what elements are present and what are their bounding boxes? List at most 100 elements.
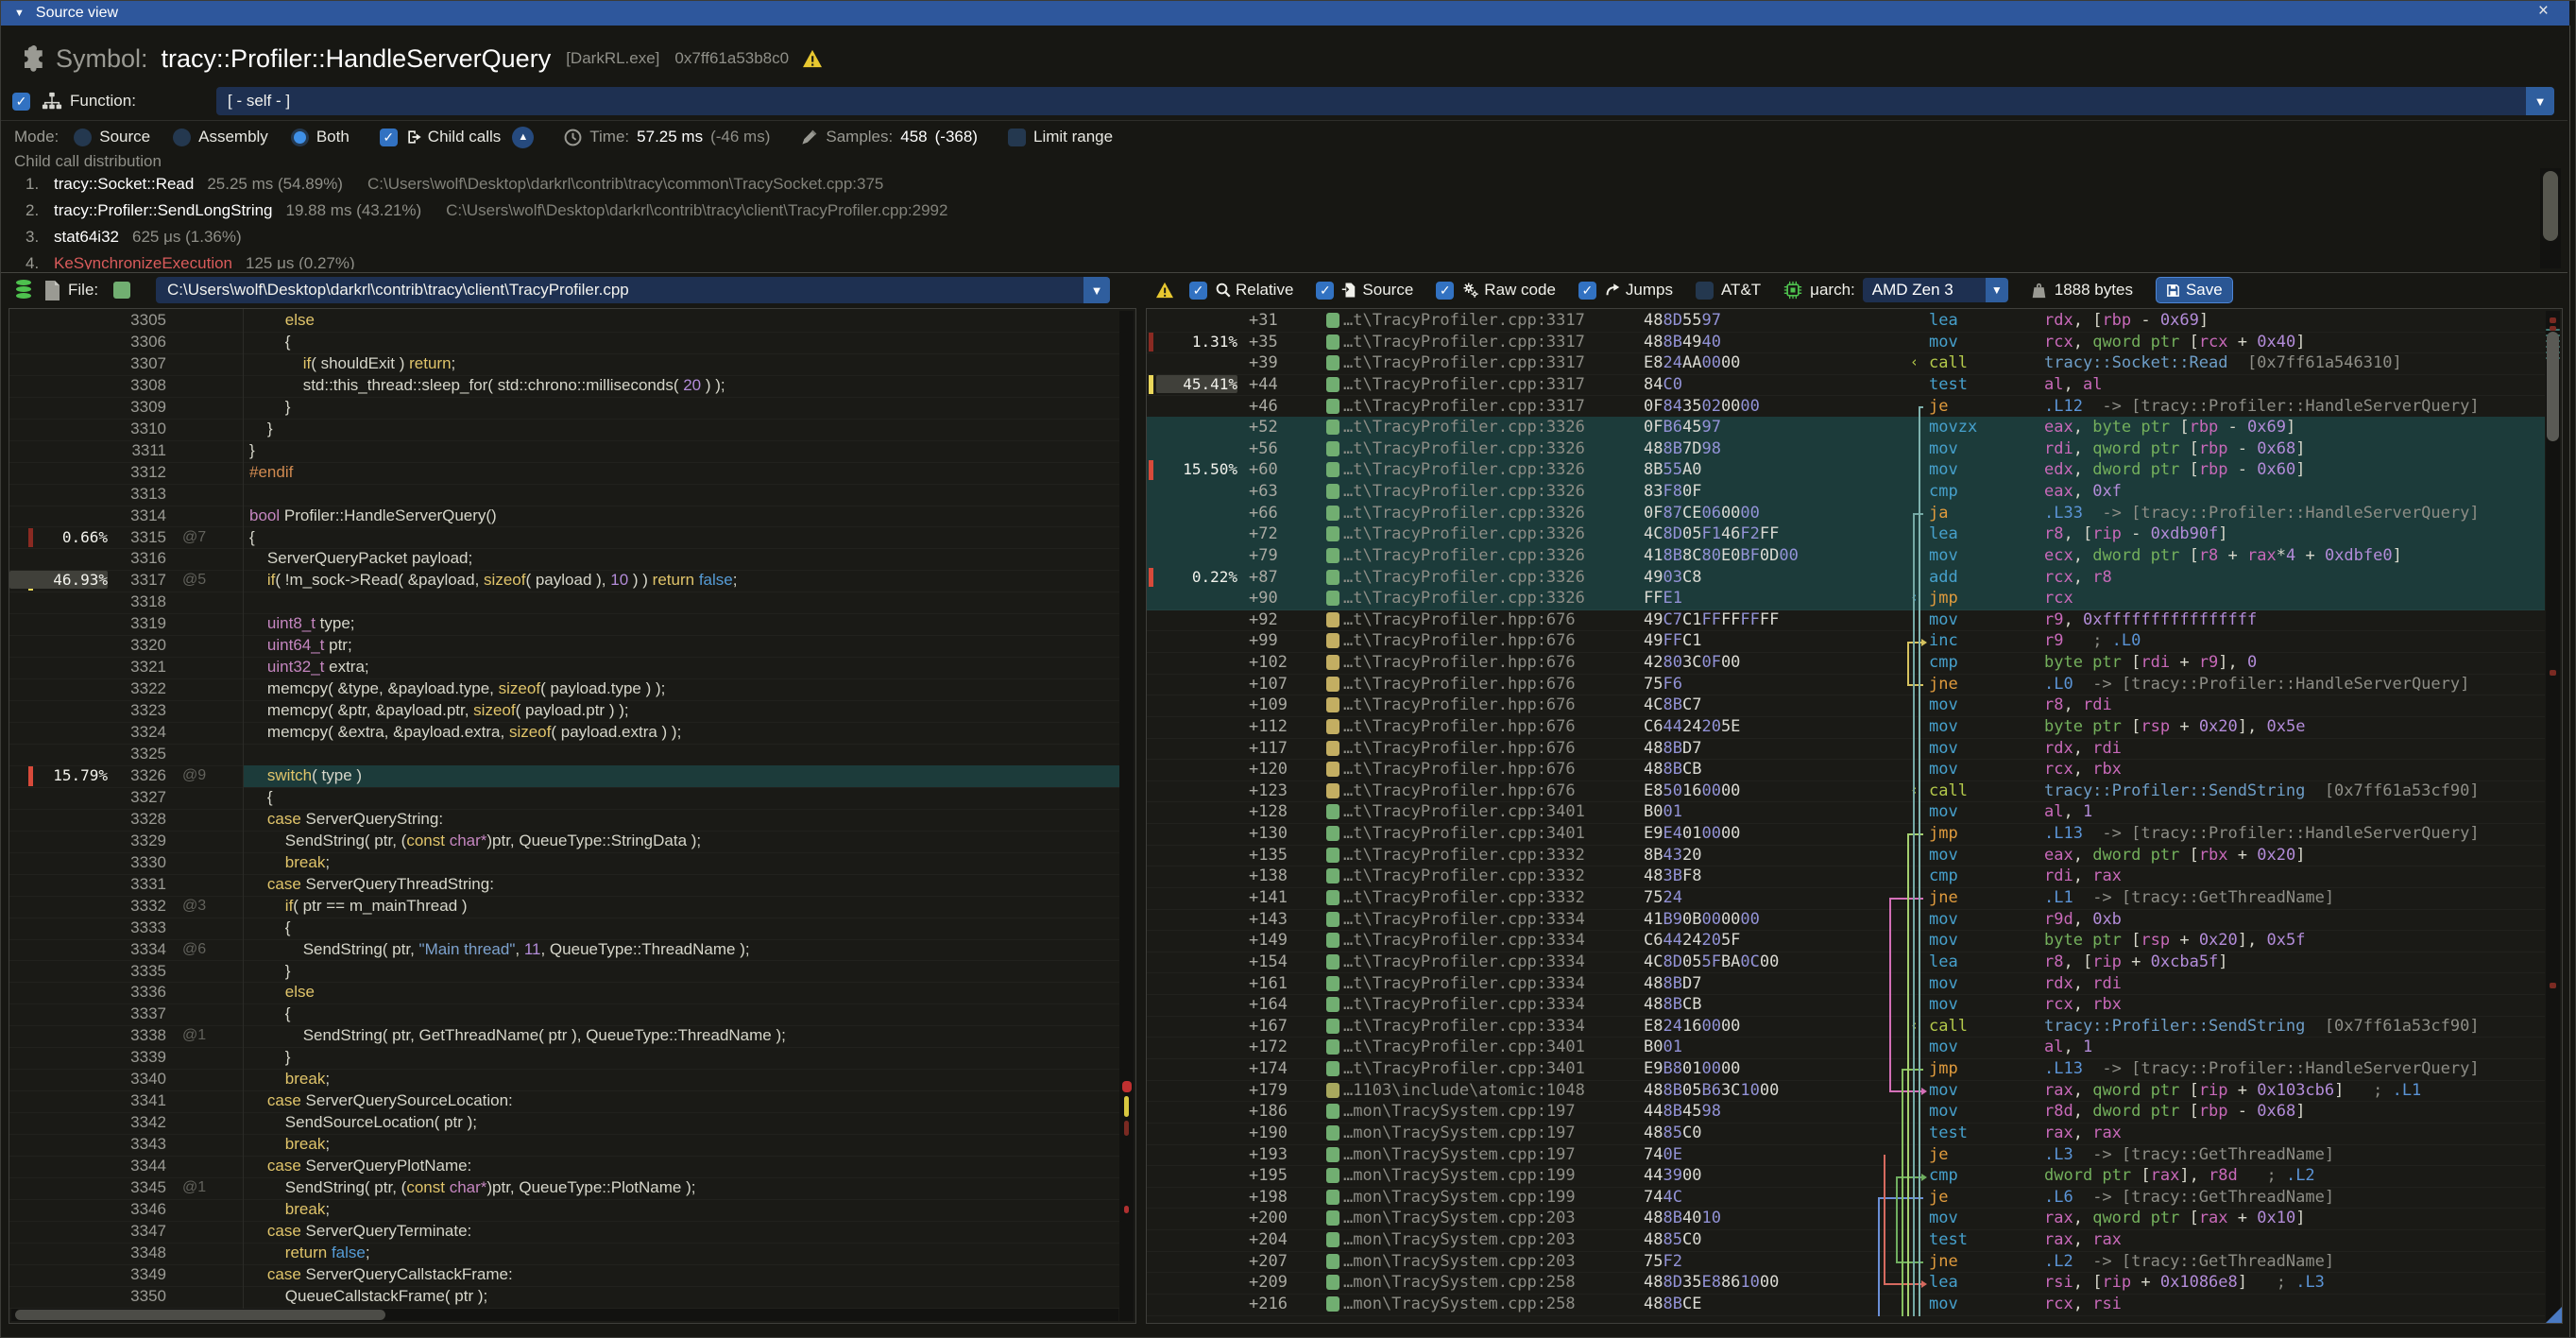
source-line[interactable]: 3313: [9, 484, 1120, 506]
asm-row[interactable]: +190 …mon\TracySystem.cpp:197 4885C0 test ra…: [1147, 1123, 2545, 1145]
jumps-label[interactable]: Jumps: [1625, 281, 1673, 299]
asm-row[interactable]: +46 …t\TracyProfiler.cpp:3317 0F8435020000…: [1147, 396, 2545, 419]
asm-row[interactable]: 0.22% +87 …t\TracyProfiler.cpp:3326 4903C8 a…: [1147, 566, 2545, 590]
asm-row[interactable]: +90 …t\TracyProfiler.cpp:3326 FFE1 ‹ jmp rcx: [1147, 588, 2545, 610]
source-line[interactable]: 3309 }: [9, 397, 1120, 420]
source-line[interactable]: 3318: [9, 592, 1120, 614]
asm-row[interactable]: 45.41% +44 …t\TracyProfiler.cpp:3317 84C0 te…: [1147, 374, 2545, 397]
asm-row[interactable]: +109 …t\TracyProfiler.hpp:676 4C8BC7 mov r8,…: [1147, 695, 2545, 717]
asm-row[interactable]: +138 …t\TracyProfiler.cpp:3332 483BF8 cmp rd…: [1147, 866, 2545, 888]
asm-row[interactable]: +204 …mon\TracySystem.cpp:203 4885C0 test ra…: [1147, 1229, 2545, 1252]
source-line[interactable]: 3314 bool Profiler::HandleServerQuery(): [9, 506, 1120, 528]
source-line[interactable]: 3349 case ServerQueryCallstackFrame:: [9, 1264, 1120, 1287]
source-line[interactable]: 3329 SendString( ptr, (const char*)ptr, …: [9, 831, 1120, 853]
source-line[interactable]: 3323 memcpy( &ptr, &payload.ptr, sizeof(…: [9, 700, 1120, 723]
source-line[interactable]: 3325: [9, 744, 1120, 766]
child-calls-checkbox[interactable]: ✓: [379, 128, 398, 146]
source-line[interactable]: 3338 @1 SendString( ptr, GetThreadName( p…: [9, 1025, 1120, 1048]
source-label[interactable]: Source: [1362, 281, 1414, 299]
asm-row[interactable]: +209 …mon\TracySystem.cpp:258 488D35E88610…: [1147, 1272, 2545, 1295]
source-line[interactable]: 3346 break;: [9, 1199, 1120, 1222]
asm-row[interactable]: +92 …t\TracyProfiler.hpp:676 49C7C1FFFFFFF…: [1147, 609, 2545, 632]
source-line[interactable]: 3320 uint64_t ptr;: [9, 635, 1120, 658]
function-checkbox[interactable]: ✓: [12, 92, 30, 111]
source-line[interactable]: 3324 memcpy( &extra, &payload.extra, siz…: [9, 722, 1120, 745]
asm-row[interactable]: +72 …t\TracyProfiler.cpp:3326 4C8D05F146F2…: [1147, 523, 2545, 546]
source-line[interactable]: 3345 @1 SendString( ptr, (const char*)ptr…: [9, 1177, 1120, 1200]
source-line[interactable]: 3327 {: [9, 787, 1120, 810]
asm-row[interactable]: +120 …t\TracyProfiler.hpp:676 488BCB mov rcx…: [1147, 759, 2545, 781]
source-line[interactable]: 3308 std::this_thread::sleep_for( std::c…: [9, 375, 1120, 398]
asm-row[interactable]: +154 …t\TracyProfiler.cpp:3334 4C8D055FBA0…: [1147, 952, 2545, 974]
asm-row[interactable]: +56 …t\TracyProfiler.cpp:3326 488B7D98 mov r…: [1147, 437, 2545, 461]
source-line[interactable]: 3341 case ServerQuerySourceLocation:: [9, 1090, 1120, 1113]
relative-label[interactable]: Relative: [1236, 281, 1294, 299]
source-line[interactable]: 3311}: [9, 440, 1120, 463]
assembly-vertical-scrollbar[interactable]: [2546, 311, 2560, 1321]
child-calls-label[interactable]: Child calls: [427, 128, 502, 146]
asm-row[interactable]: 1.31% +35 …t\TracyProfiler.cpp:3317 488B494…: [1147, 332, 2545, 354]
scrollbar-thumb[interactable]: [2547, 332, 2559, 441]
asm-row[interactable]: +117 …t\TracyProfiler.hpp:676 488BD7 mov rdx…: [1147, 738, 2545, 761]
asm-row[interactable]: +161 …t\TracyProfiler.cpp:3334 488BD7 mov rd…: [1147, 973, 2545, 996]
asm-row[interactable]: +107 …t\TracyProfiler.hpp:676 75F6 jne .L0 -…: [1147, 674, 2545, 696]
source-line[interactable]: 3332 @3 if( ptr == m_mainThread ): [9, 896, 1120, 918]
function-select[interactable]: [ - self - ] ▼: [216, 87, 2554, 115]
source-line[interactable]: 3339 }: [9, 1047, 1120, 1070]
source-line[interactable]: 3350 QueueCallstackFrame( ptr );: [9, 1286, 1120, 1309]
asm-row[interactable]: +186 …mon\TracySystem.cpp:197 448B4598 mov r…: [1147, 1101, 2545, 1124]
asm-row[interactable]: +102 …t\TracyProfiler.hpp:676 42803C0F00 cm…: [1147, 652, 2545, 675]
radio-source[interactable]: [74, 128, 93, 146]
source-line[interactable]: 0.66% 3315 @7{: [9, 527, 1120, 550]
asm-row[interactable]: +164 …t\TracyProfiler.cpp:3334 488BCB mov rc…: [1147, 994, 2545, 1017]
chevron-down-icon[interactable]: ▼: [2526, 87, 2554, 115]
child-call-item[interactable]: 4. KeSynchronizeExecution 125 μs (0.27%): [26, 254, 355, 269]
source-line[interactable]: 3312 #endif: [9, 462, 1120, 485]
collapse-distribution-button[interactable]: ▲: [512, 126, 535, 148]
att-checkbox[interactable]: [1695, 281, 1714, 300]
scrollbar-thumb[interactable]: [2543, 171, 2558, 241]
collapse-icon[interactable]: ▼: [14, 8, 25, 19]
source-line[interactable]: 3321 uint32_t extra;: [9, 657, 1120, 679]
asm-row[interactable]: +141 …t\TracyProfiler.cpp:3332 7524 jne .L1 …: [1147, 887, 2545, 910]
radio-both-label[interactable]: Both: [316, 128, 350, 146]
source-line[interactable]: 3322 memcpy( &type, &payload.type, sizeo…: [9, 678, 1120, 701]
source-line[interactable]: 3340 break;: [9, 1069, 1120, 1091]
source-line[interactable]: 3310 }: [9, 419, 1120, 441]
asm-row[interactable]: +195 …mon\TracySystem.cpp:199 443900 cmp dwo…: [1147, 1165, 2545, 1188]
child-call-item[interactable]: 3. stat64i32 625 μs (1.36%): [26, 228, 242, 246]
asm-row[interactable]: +66 …t\TracyProfiler.cpp:3326 0F87CE060000…: [1147, 502, 2545, 525]
asm-row[interactable]: +112 …t\TracyProfiler.hpp:676 C64424205E mo…: [1147, 716, 2545, 739]
asm-row[interactable]: +123 …t\TracyProfiler.hpp:676 E850160000 ‹ c…: [1147, 780, 2545, 803]
scrollbar-thumb[interactable]: [15, 1310, 385, 1320]
source-checkbox[interactable]: ✓: [1316, 281, 1335, 300]
limit-range-label[interactable]: Limit range: [1032, 128, 1114, 146]
uarch-select[interactable]: AMD Zen 3: [1862, 278, 1986, 302]
radio-assembly-label[interactable]: Assembly: [198, 128, 268, 146]
asm-row[interactable]: +172 …t\TracyProfiler.cpp:3401 B001 mov al, …: [1147, 1037, 2545, 1059]
source-line[interactable]: 3330 break;: [9, 852, 1120, 875]
raw-code-checkbox[interactable]: ✓: [1436, 281, 1455, 300]
asm-row[interactable]: +149 …t\TracyProfiler.cpp:3334 C64424205F m…: [1147, 930, 2545, 952]
source-line[interactable]: 46.93% 3317 @5 if( !m_sock->Read( &payload…: [9, 570, 1120, 592]
relative-checkbox[interactable]: ✓: [1189, 281, 1207, 300]
title-bar[interactable]: ▼ Source view ×: [1, 1, 2569, 26]
source-line[interactable]: 3333 {: [9, 918, 1120, 940]
asm-row[interactable]: +216 …mon\TracySystem.cpp:258 488BCE mov rcx…: [1147, 1294, 2545, 1316]
asm-row[interactable]: +198 …mon\TracySystem.cpp:199 744C je .L6 ->…: [1147, 1187, 2545, 1209]
source-line[interactable]: 3343 break;: [9, 1134, 1120, 1157]
asm-row[interactable]: +135 …t\TracyProfiler.cpp:3332 8B4320 mov ea…: [1147, 845, 2545, 867]
source-vertical-scrollbar[interactable]: [1119, 311, 1134, 1321]
asm-row[interactable]: +128 …t\TracyProfiler.cpp:3401 B001 mov al, …: [1147, 801, 2545, 824]
source-line[interactable]: 3335 }: [9, 961, 1120, 984]
source-line[interactable]: 3307 if( shouldExit ) return;: [9, 353, 1120, 376]
asm-row[interactable]: +130 …t\TracyProfiler.cpp:3401 E9E4010000 j…: [1147, 823, 2545, 846]
radio-assembly[interactable]: [173, 128, 192, 146]
att-label[interactable]: AT&T: [1720, 281, 1762, 299]
source-line[interactable]: 3337 {: [9, 1004, 1120, 1026]
asm-row[interactable]: +167 …t\TracyProfiler.cpp:3334 E824160000 ‹…: [1147, 1016, 2545, 1038]
chevron-down-icon[interactable]: ▼: [1083, 277, 1110, 303]
resize-grip[interactable]: [2546, 1307, 2562, 1323]
child-call-item[interactable]: 2. tracy::Profiler::SendLongString 19.88 m…: [26, 201, 948, 219]
radio-both[interactable]: [290, 128, 309, 146]
